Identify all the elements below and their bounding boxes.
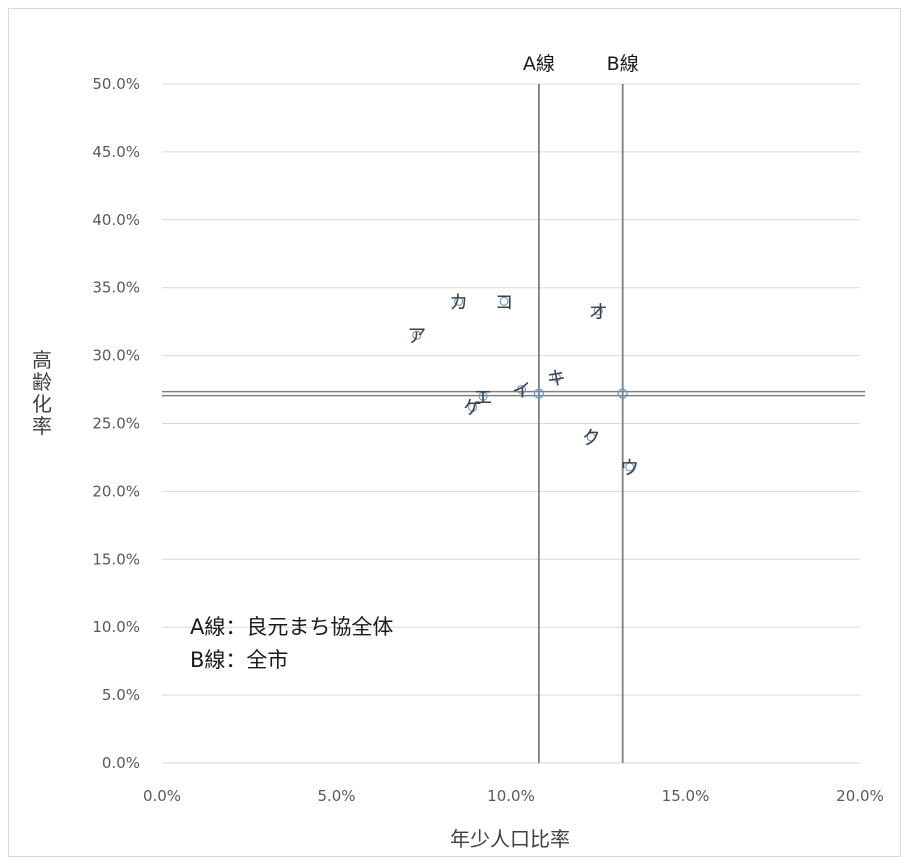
- reference-line-b-label: B線: [607, 53, 639, 75]
- y-tick-label: 45.0%: [92, 143, 140, 161]
- data-point-label: ケ: [463, 397, 482, 419]
- x-axis-title: 年少人口比率: [450, 827, 570, 851]
- data-point: [625, 462, 635, 472]
- data-point-label: ウ: [620, 457, 639, 479]
- reference-marker-a: [533, 388, 545, 399]
- chart-frame: [8, 8, 901, 857]
- tick-label-layer: 0.0% 5.0% 10.0% 15.0% 20.0% 25.0% 30.0% 35.0% 40…: [92, 75, 883, 805]
- data-point-label: エ: [474, 386, 493, 408]
- data-point: [454, 296, 464, 306]
- y-tick-label: 10.0%: [92, 618, 140, 636]
- y-tick-label: 30.0%: [92, 347, 140, 365]
- reference-line-a-label: A線: [523, 53, 555, 75]
- y-tick-label: 5.0%: [102, 686, 140, 704]
- y-tick-label: 20.0%: [92, 482, 140, 500]
- x-tick-label: 10.0%: [487, 787, 535, 805]
- data-point-label: イ: [512, 380, 531, 402]
- y-tick-label: 50.0%: [92, 75, 140, 93]
- y-tick-label: 35.0%: [92, 279, 140, 297]
- data-point-label: ア: [407, 325, 426, 347]
- data-point: [468, 402, 478, 412]
- y-tick-label: 40.0%: [92, 211, 140, 229]
- data-point: [499, 296, 509, 306]
- annotation-a-line: A線：良元まち協全体: [190, 615, 393, 639]
- reference-line-layer: [162, 84, 865, 763]
- data-point: [551, 372, 561, 382]
- data-point-label: コ: [495, 291, 514, 313]
- x-tick-label: 20.0%: [836, 787, 884, 805]
- y-axis-title-char: 齢: [32, 370, 52, 394]
- data-point-label: カ: [449, 291, 468, 313]
- y-tick-label: 15.0%: [92, 550, 140, 568]
- y-tick-label: 25.0%: [92, 415, 140, 433]
- grid-layer: [162, 83, 860, 764]
- marker-layer: [412, 296, 635, 472]
- x-tick-label: 5.0%: [317, 787, 355, 805]
- data-point: [586, 432, 596, 442]
- y-axis-title-char: 率: [32, 414, 52, 438]
- x-tick-label: 15.0%: [662, 787, 710, 805]
- data-point-label: オ: [589, 301, 608, 323]
- y-axis-title: 高齢化率: [32, 348, 52, 438]
- y-tick-label: 0.0%: [102, 754, 140, 772]
- data-point: [516, 384, 527, 395]
- data-point: [412, 330, 422, 340]
- data-point-label: キ: [547, 367, 566, 389]
- data-point: [478, 391, 488, 401]
- annotation-b-line: B線：全市: [190, 648, 288, 672]
- reference-marker-b: [617, 388, 628, 399]
- data-point: [593, 306, 603, 316]
- y-axis-title-char: 高: [32, 348, 52, 372]
- data-point-label: ク: [582, 427, 601, 449]
- y-axis-title-char: 化: [32, 392, 52, 416]
- x-tick-label: 0.0%: [143, 787, 181, 805]
